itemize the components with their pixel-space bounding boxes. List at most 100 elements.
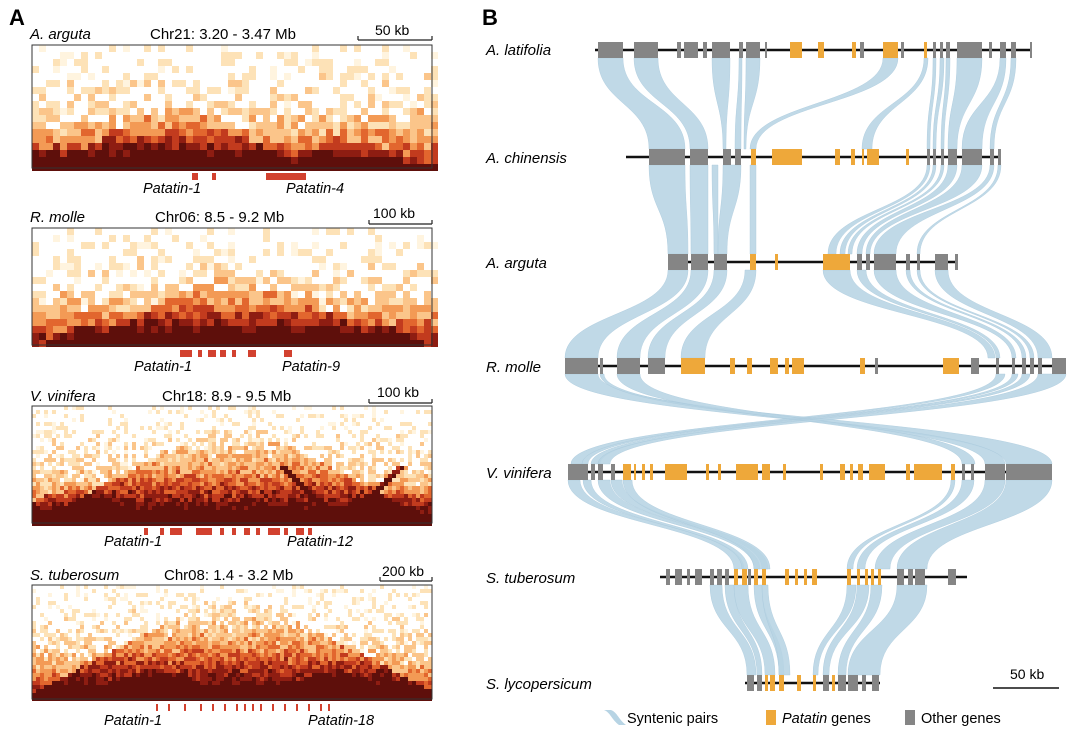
hic-contact-cell (340, 333, 347, 340)
hic-contact-cell (214, 101, 221, 108)
hic-contact-cell (347, 122, 354, 129)
hic-contact-cell (172, 450, 176, 454)
hic-contact-cell (424, 482, 428, 486)
hic-contact-cell (296, 645, 300, 649)
hic-contact-cell (88, 645, 92, 649)
hic-contact-cell (68, 478, 72, 482)
hic-contact-cell (228, 298, 235, 305)
hic-contact-cell (172, 474, 176, 478)
hic-contact-cell (412, 478, 416, 482)
hic-contact-cell (284, 470, 288, 474)
hic-contact-cell (284, 474, 288, 478)
hic-contact-cell (326, 73, 333, 80)
hic-contact-cell (420, 502, 424, 506)
hic-contact-cell (179, 340, 186, 347)
hic-contact-cell (152, 661, 156, 665)
hic-contact-cell (388, 474, 392, 478)
hic-contact-cell (180, 637, 184, 641)
hic-contact-cell (144, 661, 148, 665)
hic-contact-cell (232, 661, 236, 665)
hic-contact-cell (48, 454, 52, 458)
hic-contact-cell (180, 458, 184, 462)
hic-contact-cell (312, 510, 316, 514)
hic-contact-cell (128, 494, 132, 498)
hic-contact-cell (332, 665, 336, 669)
hic-contact-cell (232, 450, 236, 454)
hic-contact-cell (312, 446, 316, 450)
hic-contact-cell (408, 422, 412, 426)
hic-contact-cell (220, 506, 224, 510)
hic-contact-cell (392, 522, 396, 526)
hic-contact-cell (140, 518, 144, 522)
hic-contact-cell (52, 450, 56, 454)
hic-contact-cell (232, 506, 236, 510)
hic-contact-cell (424, 629, 428, 633)
hic-contact-cell (112, 438, 116, 442)
hic-contact-cell (360, 470, 364, 474)
hic-contact-cell (200, 150, 207, 157)
hic-contact-cell (328, 669, 332, 673)
hic-contact-cell (172, 669, 176, 673)
hic-contact-cell (124, 649, 128, 653)
hic-contact-cell (336, 661, 340, 665)
hic-contact-cell (372, 641, 376, 645)
hic-contact-cell (324, 657, 328, 661)
hic-scale-ticks (368, 399, 433, 403)
hic-contact-cell (332, 518, 336, 522)
hic-contact-cell (200, 665, 204, 669)
hic-contact-cell (72, 458, 76, 462)
hic-contact-cell (151, 157, 158, 164)
hic-contact-cell (368, 150, 375, 157)
hic-contact-cell (368, 645, 372, 649)
hic-contact-cell (132, 502, 136, 506)
hic-contact-cell (332, 470, 336, 474)
hic-contact-cell (144, 510, 148, 514)
hic-contact-cell (368, 494, 372, 498)
hic-contact-cell (263, 291, 270, 298)
hic-contact-cell (214, 277, 221, 284)
hic-contact-cell (130, 136, 137, 143)
hic-contact-cell (128, 601, 132, 605)
hic-contact-cell (428, 669, 432, 673)
hic-contact-cell (188, 625, 192, 629)
hic-contact-cell (53, 298, 60, 305)
hic-contact-cell (136, 494, 140, 498)
hic-contact-cell (428, 454, 432, 458)
hic-contact-cell (280, 641, 284, 645)
hic-contact-cell (112, 657, 116, 661)
hic-contact-cell (140, 625, 144, 629)
hic-contact-cell (252, 665, 256, 669)
hic-contact-cell (32, 605, 36, 609)
hic-contact-cell (80, 669, 84, 673)
hic-contact-cell (196, 625, 200, 629)
hic-contact-cell (224, 645, 228, 649)
hic-contact-cell (92, 645, 96, 649)
hic-contact-cell (207, 143, 214, 150)
hic-contact-cell (164, 633, 168, 637)
hic-contact-cell (140, 617, 144, 621)
hic-contact-cell (332, 510, 336, 514)
hic-contact-cell (288, 430, 292, 434)
hic-contact-cell (130, 122, 137, 129)
hic-contact-cell (228, 649, 232, 653)
hic-contact-cell (348, 482, 352, 486)
hic-contact-cell (400, 518, 404, 522)
hic-contact-cell (368, 522, 372, 526)
hic-contact-cell (236, 494, 240, 498)
hic-contact-cell (260, 613, 264, 617)
hic-contact-cell (128, 653, 132, 657)
hic-contact-cell (424, 333, 431, 340)
hic-contact-cell (164, 645, 168, 649)
hic-contact-cell (76, 522, 80, 526)
hic-contact-cell (212, 514, 216, 518)
hic-contact-cell (123, 101, 130, 108)
hic-contact-cell (64, 665, 68, 669)
hic-contact-cell (408, 446, 412, 450)
hic-contact-cell (396, 506, 400, 510)
hic-contact-cell (305, 298, 312, 305)
hic-contact-cell (212, 474, 216, 478)
hic-contact-cell (252, 669, 256, 673)
hic-contact-cell (324, 625, 328, 629)
hic-contact-cell (60, 333, 67, 340)
hic-contact-cell (116, 108, 123, 115)
